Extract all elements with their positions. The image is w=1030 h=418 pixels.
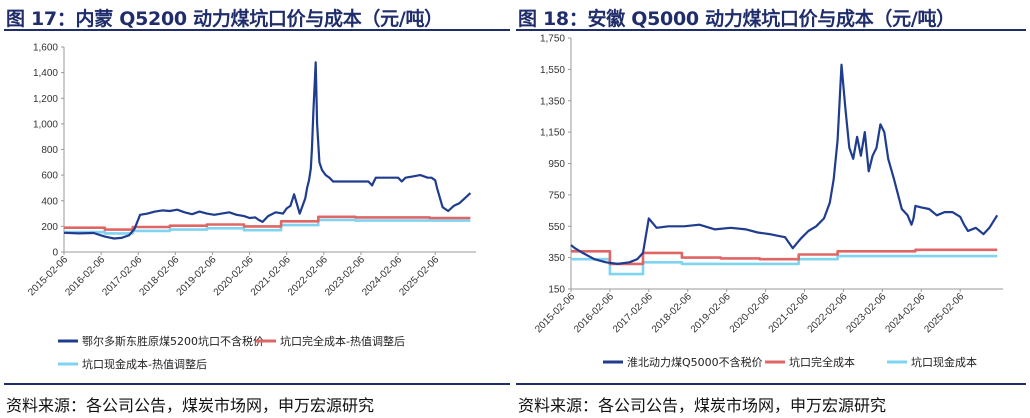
- y-tick-label: 550: [548, 222, 565, 233]
- legend-label: 淮北动力煤Q5000不含税价: [627, 355, 763, 369]
- x-tick-label: 2017-02-06: [611, 291, 655, 335]
- chart-panel-right: 图 18：安徽 Q5000 动力煤坑口价与成本（元/吨） 150 350 550 75…: [515, 0, 1030, 418]
- series-line-1: [63, 61, 472, 240]
- series-line-2: [571, 248, 998, 266]
- series-line-3: [64, 218, 471, 235]
- y-tick-label: 150: [548, 285, 565, 296]
- x-tick-label: 2025-02-06: [922, 291, 966, 335]
- x-tick-label: 2016-02-06: [572, 291, 616, 335]
- source-divider: [4, 383, 510, 385]
- x-tick-label: 2021-02-06: [767, 291, 811, 335]
- y-tick-label: 1,350: [540, 96, 565, 107]
- y-tick-label: 1,150: [540, 128, 565, 139]
- y-tick-label: 350: [548, 253, 565, 264]
- series-line-3: [571, 254, 998, 276]
- title-divider: [516, 29, 1026, 31]
- x-tick-label: 2019-02-06: [689, 291, 733, 335]
- x-tick-label: 2015-02-06: [533, 291, 577, 335]
- source-note: 资料来源：各公司公告，煤炭市场网，申万宏源研究: [6, 396, 375, 415]
- x-tick-label: 2022-02-06: [806, 291, 850, 335]
- y-tick-label: 950: [548, 159, 565, 170]
- x-tick-label: 2020-02-06: [728, 291, 772, 335]
- y-tick-label: 1,600: [33, 43, 58, 54]
- chart-svg: 150 350 550 750 950 1,150 1,350 1,550 1,750 2015-…: [533, 34, 1003, 369]
- y-tick-label: 750: [548, 190, 565, 201]
- chart-title: 图 17：内蒙 Q5200 动力煤坑口价与成本（元/吨）: [6, 8, 443, 30]
- title-divider: [4, 29, 510, 31]
- legend-label: 坑口现金成本-热值调整后: [82, 357, 207, 371]
- y-tick-label: 400: [41, 196, 58, 207]
- series-line-2: [64, 215, 471, 231]
- source-divider: [516, 383, 1026, 385]
- source-note: 资料来源：各公司公告，煤炭市场网，申万宏源研究: [518, 396, 887, 415]
- chart-svg: 02004006008001,0001,2001,4001,6002015-02…: [26, 43, 476, 371]
- series-line-1: [570, 63, 999, 265]
- chart-title: 图 18：安徽 Q5000 动力煤坑口价与成本（元/吨）: [518, 8, 955, 30]
- legend-label: 鄂尔多斯东胜原煤5200坑口不含税价: [82, 334, 264, 348]
- y-tick-label: 1,000: [33, 119, 58, 130]
- y-tick-label: 800: [41, 145, 58, 156]
- y-tick-label: 1,400: [33, 68, 58, 79]
- y-tick-label: 0: [52, 248, 58, 259]
- x-tick-label: 2018-02-06: [650, 291, 694, 335]
- x-tick-label: 2023-02-06: [845, 291, 889, 335]
- x-tick-label: 2024-02-06: [883, 291, 927, 335]
- x-tick-label: 2025-02-06: [397, 254, 441, 298]
- y-tick-label: 1,200: [33, 94, 58, 105]
- chart-panel-left: 图 17：内蒙 Q5200 动力煤坑口价与成本（元/吨） 0 200 400 600 8…: [4, 8, 510, 415]
- y-tick-label: 200: [41, 222, 58, 233]
- y-tick-label: 600: [41, 171, 58, 182]
- legend-label: 坑口完全成本: [789, 355, 855, 369]
- y-tick-label: 1,750: [540, 34, 565, 45]
- legend-label: 坑口现金成本: [911, 355, 977, 369]
- legend-label: 坑口完全成本-热值调整后: [280, 334, 405, 348]
- y-tick-label: 1,550: [540, 65, 565, 76]
